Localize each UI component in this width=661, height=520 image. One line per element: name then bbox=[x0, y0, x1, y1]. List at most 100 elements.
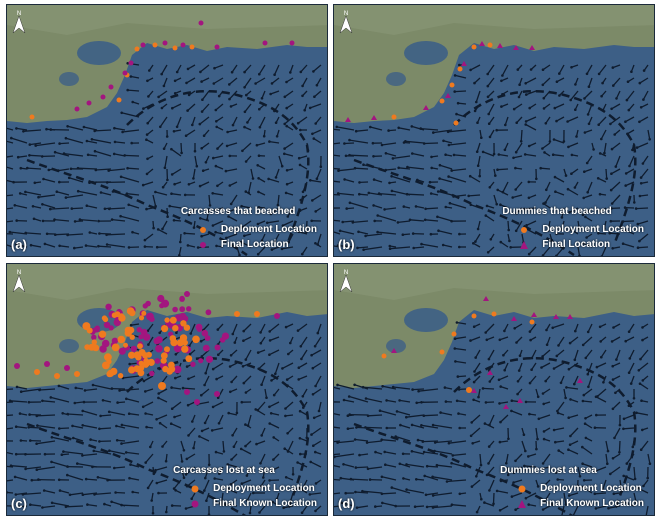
current-vector bbox=[100, 191, 112, 196]
current-vector bbox=[439, 164, 453, 170]
current-vector bbox=[377, 231, 397, 235]
current-vector-head bbox=[49, 396, 53, 399]
legend-final-label: Final Known Location bbox=[213, 498, 317, 509]
current-vector bbox=[63, 152, 84, 157]
current-vector bbox=[623, 414, 635, 420]
current-vector-head bbox=[514, 166, 517, 170]
current-vector bbox=[147, 479, 154, 489]
current-vector-head bbox=[637, 369, 641, 372]
lake bbox=[404, 308, 448, 332]
current-vector-head bbox=[103, 207, 107, 211]
shelf-boundary bbox=[453, 90, 637, 246]
current-vector-head bbox=[284, 476, 288, 479]
current-vector bbox=[313, 90, 322, 98]
current-vector-head bbox=[114, 491, 117, 494]
current-vector-head bbox=[472, 325, 476, 328]
current-vector-head bbox=[439, 411, 442, 414]
current-vector-head bbox=[450, 503, 454, 506]
current-vector bbox=[157, 228, 168, 235]
current-vector-head bbox=[535, 177, 538, 181]
current-vector bbox=[622, 220, 635, 223]
current-vector-head bbox=[628, 357, 632, 360]
current-vector bbox=[298, 362, 308, 369]
current-vector bbox=[561, 505, 565, 515]
current-vector-head bbox=[257, 190, 260, 194]
current-vector bbox=[228, 77, 238, 85]
current-vector-head bbox=[311, 132, 314, 136]
current-vector-head bbox=[9, 464, 13, 467]
current-vector-head bbox=[458, 232, 461, 236]
current-vector bbox=[535, 388, 539, 397]
current-vector-head bbox=[611, 364, 614, 368]
current-vector-head bbox=[595, 413, 598, 417]
current-vector-head bbox=[503, 148, 507, 152]
current-vector bbox=[82, 424, 98, 429]
current-vector-head bbox=[498, 402, 501, 405]
current-vector bbox=[311, 427, 322, 436]
location-marker bbox=[128, 366, 136, 374]
current-vector bbox=[51, 436, 70, 442]
current-vector-head bbox=[634, 501, 638, 504]
current-vector-head bbox=[91, 465, 94, 469]
current-vector bbox=[156, 414, 168, 420]
current-vector-head bbox=[118, 389, 121, 392]
current-vector-head bbox=[203, 489, 206, 492]
current-vector bbox=[567, 116, 579, 123]
current-vector-head bbox=[476, 227, 480, 231]
current-vector bbox=[114, 153, 126, 157]
current-vector-head bbox=[387, 129, 390, 132]
current-vector bbox=[312, 362, 322, 369]
current-vector bbox=[338, 192, 355, 196]
current-vector bbox=[555, 246, 565, 256]
map-panel-d: N (d) Dummies lost at sea Deployment Loc… bbox=[333, 263, 655, 516]
current-vector-head bbox=[297, 366, 301, 369]
current-vector bbox=[547, 220, 551, 231]
current-vector bbox=[379, 410, 397, 416]
panel-label: (c) bbox=[11, 496, 27, 511]
current-vector bbox=[477, 155, 481, 166]
current-vector-head bbox=[488, 489, 491, 492]
legend-final-label: Final Known Location bbox=[540, 498, 644, 509]
current-vector-head bbox=[524, 449, 527, 453]
current-vector bbox=[356, 129, 369, 132]
location-marker bbox=[201, 329, 209, 337]
current-vector-head bbox=[385, 399, 388, 402]
current-vector-head bbox=[296, 461, 299, 464]
current-vector bbox=[524, 207, 537, 210]
current-vector-head bbox=[514, 508, 517, 511]
current-vector bbox=[525, 492, 537, 499]
current-vector bbox=[67, 233, 84, 236]
current-vector-head bbox=[41, 203, 44, 206]
current-vector bbox=[240, 448, 252, 455]
current-vector-head bbox=[216, 147, 219, 150]
current-vector-head bbox=[168, 204, 171, 208]
current-vector bbox=[215, 103, 224, 111]
current-vector bbox=[126, 193, 140, 196]
current-vector bbox=[334, 465, 341, 468]
current-vector-head bbox=[570, 153, 574, 157]
current-vector-head bbox=[444, 153, 447, 156]
current-vector-head bbox=[144, 461, 147, 464]
current-vector-head bbox=[582, 393, 586, 397]
current-vector bbox=[577, 246, 581, 256]
current-vector-head bbox=[36, 424, 39, 427]
current-vector bbox=[344, 178, 355, 183]
current-vector bbox=[615, 349, 621, 360]
current-vector-head bbox=[284, 407, 287, 410]
current-vector-head bbox=[15, 127, 18, 130]
current-vector-head bbox=[157, 396, 160, 400]
current-vector-head bbox=[162, 84, 166, 88]
current-vector bbox=[201, 90, 210, 101]
current-vector bbox=[479, 453, 482, 466]
current-vector-head bbox=[155, 481, 159, 485]
current-vector bbox=[391, 486, 411, 494]
current-vector-head bbox=[145, 133, 149, 136]
current-vector bbox=[200, 388, 210, 396]
current-vector bbox=[406, 488, 425, 494]
location-marker bbox=[123, 342, 128, 348]
current-vector bbox=[334, 453, 341, 456]
current-vector bbox=[214, 477, 224, 481]
location-marker bbox=[111, 343, 120, 352]
current-vector-head bbox=[624, 229, 627, 232]
current-vector bbox=[639, 349, 649, 360]
